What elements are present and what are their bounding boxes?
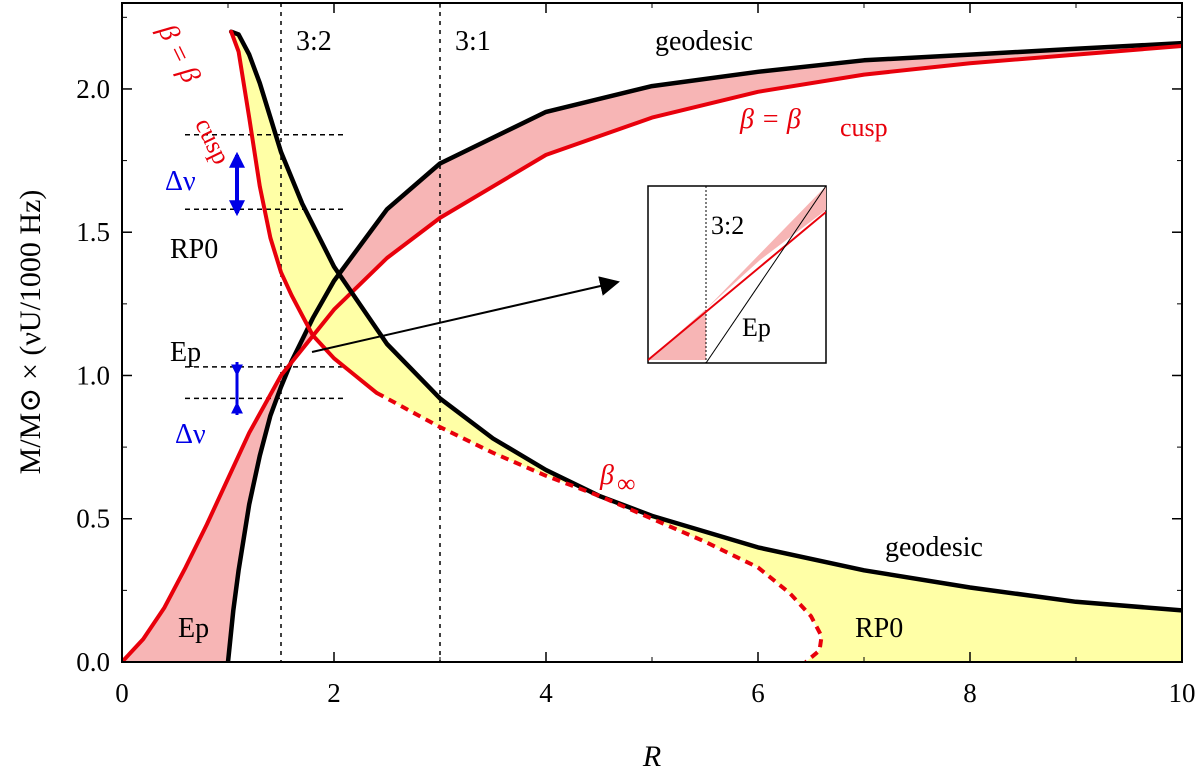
shaded-region-0	[122, 43, 1182, 662]
svg-text:β = β: β = β	[151, 19, 206, 88]
label-ratio-31: 3:1	[455, 26, 491, 57]
y-tick-label-2: 1.0	[76, 360, 110, 390]
x-tick-label-4: 8	[963, 678, 977, 708]
label-rp0-left: RP0	[170, 234, 218, 265]
label-geodesic-bottom: geodesic	[885, 532, 983, 563]
x-tick-label-3: 6	[751, 678, 765, 708]
label-ep-left: Ep	[170, 337, 201, 368]
series-line-4	[375, 390, 824, 662]
y-tick-label-0: 0.0	[76, 647, 110, 677]
inset-pointer-arrow	[311, 276, 620, 353]
resonance-lines	[280, 3, 441, 662]
label-rp0-bottom: RP0	[855, 613, 903, 644]
x-tick-label-0: 0	[115, 678, 129, 708]
x-axis-label: R	[642, 740, 661, 773]
svg-text:cusp: cusp	[189, 113, 236, 169]
svg-text:∞: ∞	[617, 469, 636, 498]
x-axis-ticks: 0 2 4 6 8 10	[115, 3, 1196, 708]
series-curves	[122, 29, 1182, 662]
label-beta-cusp-right: β = β cusp	[739, 104, 888, 142]
label-ep-bottom: Ep	[178, 613, 209, 644]
label-delta-nu-bottom: Δν	[175, 419, 206, 450]
svg-text:β: β	[599, 460, 614, 491]
series-line-3	[229, 29, 379, 395]
svg-text:β = β: β = β	[739, 104, 801, 135]
series-line-0	[225, 40, 1182, 662]
inset-red-line	[648, 211, 826, 361]
inset-label-ratio: 3:2	[711, 211, 744, 240]
inset-black-line	[705, 186, 826, 363]
x-tick-label-5: 10	[1169, 678, 1196, 708]
inset-label-ep: Ep	[742, 313, 771, 342]
x-tick-label-1: 2	[327, 678, 341, 708]
label-geodesic-top: geodesic	[655, 26, 753, 57]
label-ratio-32: 3:2	[296, 26, 332, 57]
label-beta-cusp-left: β = β cusp	[151, 19, 236, 169]
inset-zoom: 3:2 Ep	[647, 185, 827, 364]
x-tick-label-2: 4	[539, 678, 553, 708]
y-tick-label-4: 2.0	[76, 74, 110, 104]
label-delta-nu-top: Δν	[165, 166, 196, 197]
shaded-regions	[122, 31, 1182, 662]
label-beta-infinity: β ∞	[599, 460, 636, 498]
series-line-1	[122, 44, 1182, 662]
y-axis-ticks: 0.0 0.5 1.0 1.5 2.0	[76, 16, 1182, 677]
svg-text:cusp: cusp	[840, 113, 888, 142]
y-tick-label-3: 1.5	[76, 217, 110, 247]
series-line-2	[228, 29, 1182, 613]
y-tick-label-1: 0.5	[76, 504, 110, 534]
shaded-region-1	[231, 31, 1182, 662]
y-axis-label: M/M⊙ × (νU/1000 Hz)	[14, 190, 47, 475]
